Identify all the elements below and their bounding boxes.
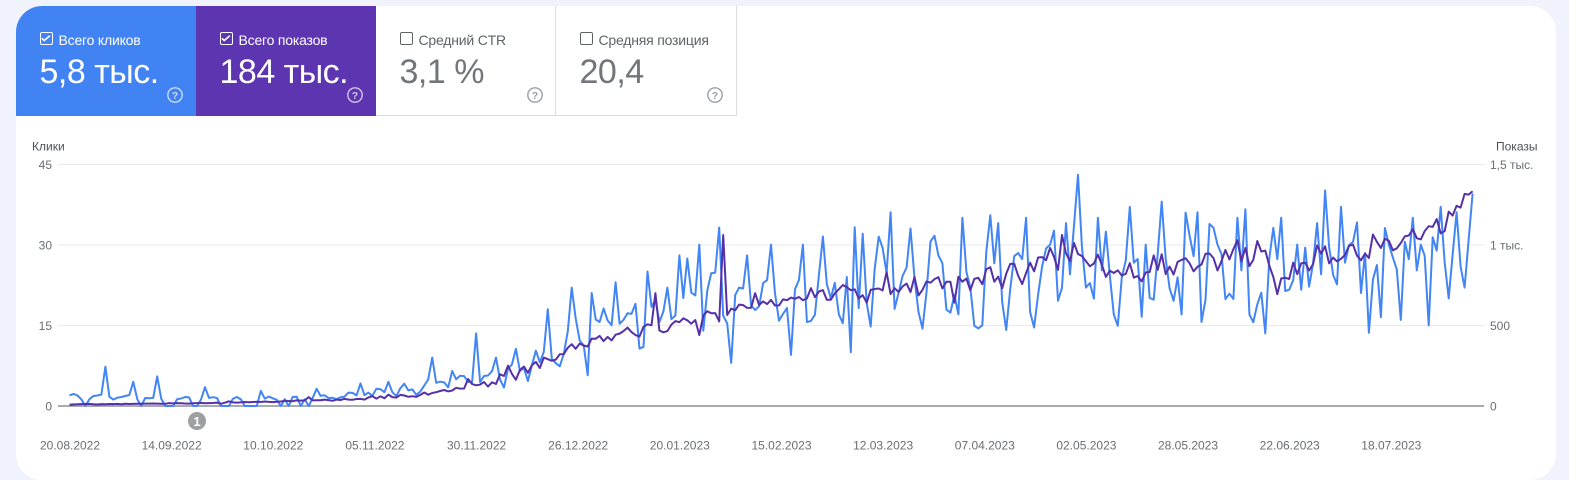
svg-text:?: ? xyxy=(532,90,538,102)
svg-text:?: ? xyxy=(712,90,718,102)
svg-text:?: ? xyxy=(352,90,358,102)
svg-text:?: ? xyxy=(172,90,178,102)
